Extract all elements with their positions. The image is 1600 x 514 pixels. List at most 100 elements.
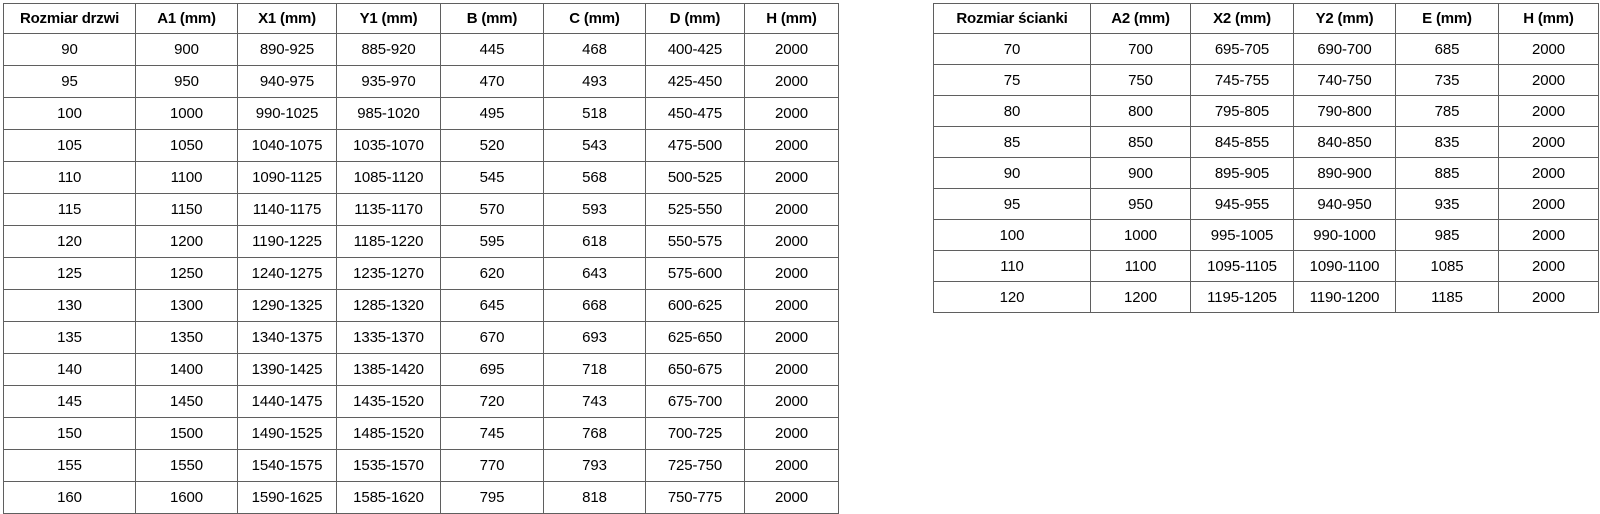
- doors_table-cell-r1-c5: 493: [543, 65, 646, 98]
- doors_table-column-header-0: Rozmiar drzwi: [3, 3, 136, 34]
- doors_table-cell-r7-c6: 575-600: [645, 257, 745, 290]
- walls_table-cell-r5-c5: 2000: [1498, 188, 1599, 220]
- doors_table-cell-r10-c5: 718: [543, 353, 646, 386]
- doors_table-cell-r6-c0: 120: [3, 225, 136, 258]
- wall-table-header: Rozmiar ścianki A2 (mm) X2 (mm) Y2 (mm) E (m…: [933, 3, 1599, 34]
- doors_table-cell-r6-c6: 550-575: [645, 225, 745, 258]
- doors_table-cell-r9-c6: 625-650: [645, 321, 745, 354]
- doors_table-cell-r14-c5: 818: [543, 481, 646, 514]
- doors_table-cell-r9-c3: 1335-1370: [336, 321, 441, 354]
- doors_table-cell-r11-c6: 675-700: [645, 385, 745, 418]
- walls_table-cell-r6-c3: 990-1000: [1293, 219, 1396, 251]
- doors_table-cell-r14-c0: 160: [3, 481, 136, 514]
- walls_table-cell-r5-c3: 940-950: [1293, 188, 1396, 220]
- walls_table-cell-r4-c3: 890-900: [1293, 157, 1396, 189]
- doors_table-cell-r7-c4: 620: [440, 257, 544, 290]
- table-row: 95 950 940-975 935-970 470 493 425-450 2000: [3, 65, 839, 98]
- doors_table-cell-r4-c5: 568: [543, 161, 646, 194]
- doors_table-cell-r11-c2: 1440-1475: [237, 385, 337, 418]
- doors_table-cell-r4-c7: 2000: [744, 161, 839, 194]
- walls_table-cell-r7-c1: 1100: [1090, 250, 1191, 282]
- walls_table-cell-r7-c5: 2000: [1498, 250, 1599, 282]
- doors_table-cell-r2-c4: 495: [440, 97, 544, 130]
- walls_table-cell-r5-c0: 95: [933, 188, 1091, 220]
- doors_table-cell-r4-c3: 1085-1120: [336, 161, 441, 194]
- walls_table-cell-r2-c5: 2000: [1498, 95, 1599, 127]
- table-row: 115 1150 1140-1175 1135-1170 570 593 525-550 20…: [3, 193, 839, 226]
- doors_table-cell-r5-c3: 1135-1170: [336, 193, 441, 226]
- doors_table-cell-r11-c7: 2000: [744, 385, 839, 418]
- doors_table-cell-r0-c6: 400-425: [645, 33, 745, 66]
- doors_table-cell-r9-c5: 693: [543, 321, 646, 354]
- walls_table-cell-r3-c1: 850: [1090, 126, 1191, 158]
- doors_table-cell-r10-c2: 1390-1425: [237, 353, 337, 386]
- doors_table-cell-r13-c1: 1550: [135, 449, 238, 482]
- doors_table-cell-r3-c4: 520: [440, 129, 544, 162]
- table-row: 70 700 695-705 690-700 685 2000: [933, 33, 1599, 65]
- doors_table-cell-r3-c3: 1035-1070: [336, 129, 441, 162]
- doors_table-cell-r13-c7: 2000: [744, 449, 839, 482]
- doors_table-cell-r7-c7: 2000: [744, 257, 839, 290]
- table-row: 120 1200 1190-1225 1185-1220 595 618 550-575 20…: [3, 225, 839, 258]
- walls_table-cell-r8-c1: 1200: [1090, 281, 1191, 313]
- walls_table-cell-r7-c2: 1095-1105: [1190, 250, 1294, 282]
- doors_table-cell-r3-c2: 1040-1075: [237, 129, 337, 162]
- walls_table-column-header-5: H (mm): [1498, 3, 1599, 34]
- wall-panel-size-table: Rozmiar ścianki A2 (mm) X2 (mm) Y2 (mm) E (m…: [933, 3, 1599, 313]
- table-row: 85 850 845-855 840-850 835 2000: [933, 126, 1599, 158]
- walls_table-cell-r2-c1: 800: [1090, 95, 1191, 127]
- doors_table-cell-r8-c1: 1300: [135, 289, 238, 322]
- table-row: 110 1100 1090-1125 1085-1120 545 568 500-525 20…: [3, 161, 839, 194]
- doors_table-column-header-3: Y1 (mm): [336, 3, 441, 34]
- table-row: 135 1350 1340-1375 1335-1370 670 693 625-650 20…: [3, 321, 839, 354]
- doors_table-cell-r13-c0: 155: [3, 449, 136, 482]
- walls_table-cell-r0-c4: 685: [1395, 33, 1499, 65]
- doors_table-cell-r3-c6: 475-500: [645, 129, 745, 162]
- doors_table-cell-r4-c1: 1100: [135, 161, 238, 194]
- doors_table-cell-r6-c5: 618: [543, 225, 646, 258]
- walls_table-cell-r6-c4: 985: [1395, 219, 1499, 251]
- doors_table-cell-r14-c6: 750-775: [645, 481, 745, 514]
- doors_table-cell-r9-c1: 1350: [135, 321, 238, 354]
- doors_table-cell-r10-c7: 2000: [744, 353, 839, 386]
- table-row: 120 1200 1195-1205 1190-1200 1185 2000: [933, 281, 1599, 313]
- walls_table-cell-r2-c0: 80: [933, 95, 1091, 127]
- walls_table-cell-r2-c3: 790-800: [1293, 95, 1396, 127]
- doors_table-cell-r2-c0: 100: [3, 97, 136, 130]
- table-row: 100 1000 995-1005 990-1000 985 2000: [933, 219, 1599, 251]
- doors_table-cell-r11-c0: 145: [3, 385, 136, 418]
- door-table-header: Rozmiar drzwi A1 (mm) X1 (mm) Y1 (mm) B (mm)…: [3, 3, 839, 34]
- walls_table-cell-r8-c3: 1190-1200: [1293, 281, 1396, 313]
- table-row: 160 1600 1590-1625 1585-1620 795 818 750-775 20…: [3, 481, 839, 514]
- doors_table-cell-r0-c0: 90: [3, 33, 136, 66]
- table-row: 90 900 895-905 890-900 885 2000: [933, 157, 1599, 189]
- doors_table-cell-r6-c3: 1185-1220: [336, 225, 441, 258]
- doors_table-cell-r14-c2: 1590-1625: [237, 481, 337, 514]
- doors_table-cell-r5-c1: 1150: [135, 193, 238, 226]
- walls_table-column-header-0: Rozmiar ścianki: [933, 3, 1091, 34]
- doors_table-cell-r1-c7: 2000: [744, 65, 839, 98]
- doors_table-cell-r0-c2: 890-925: [237, 33, 337, 66]
- table-row: 80 800 795-805 790-800 785 2000: [933, 95, 1599, 127]
- doors_table-cell-r12-c6: 700-725: [645, 417, 745, 450]
- doors_table-cell-r0-c1: 900: [135, 33, 238, 66]
- doors_table-cell-r1-c6: 425-450: [645, 65, 745, 98]
- doors_table-column-header-1: A1 (mm): [135, 3, 238, 34]
- doors_table-cell-r12-c0: 150: [3, 417, 136, 450]
- doors_table-cell-r0-c3: 885-920: [336, 33, 441, 66]
- walls_table-cell-r1-c1: 750: [1090, 64, 1191, 96]
- doors_table-cell-r10-c0: 140: [3, 353, 136, 386]
- doors_table-column-header-7: H (mm): [744, 3, 839, 34]
- doors_table-cell-r7-c1: 1250: [135, 257, 238, 290]
- table-row: 155 1550 1540-1575 1535-1570 770 793 725-750 20…: [3, 449, 839, 482]
- doors_table-cell-r6-c1: 1200: [135, 225, 238, 258]
- walls_table-column-header-4: E (mm): [1395, 3, 1499, 34]
- doors_table-cell-r1-c1: 950: [135, 65, 238, 98]
- doors_table-cell-r14-c3: 1585-1620: [336, 481, 441, 514]
- doors_table-cell-r2-c2: 990-1025: [237, 97, 337, 130]
- walls_table-cell-r4-c0: 90: [933, 157, 1091, 189]
- walls_table-cell-r7-c0: 110: [933, 250, 1091, 282]
- doors_table-column-header-4: B (mm): [440, 3, 544, 34]
- doors_table-cell-r5-c4: 570: [440, 193, 544, 226]
- doors_table-cell-r11-c4: 720: [440, 385, 544, 418]
